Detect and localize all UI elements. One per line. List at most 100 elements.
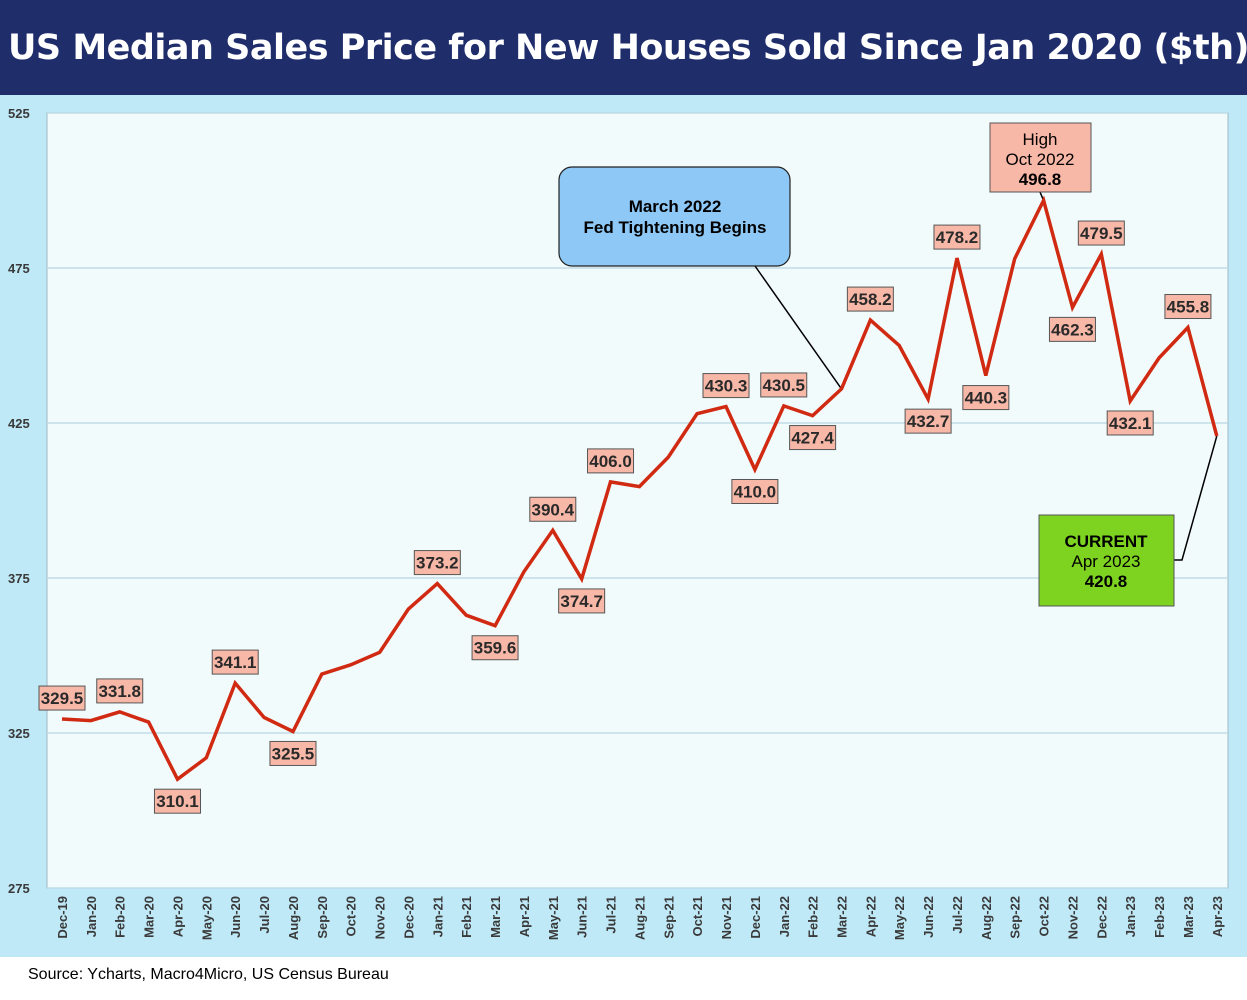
data-label-text: 373.2	[416, 554, 459, 573]
data-label-box	[1106, 410, 1154, 436]
fed-callout-text: March 2022	[629, 197, 722, 216]
data-label-box	[269, 740, 317, 766]
fed-callout: March 2022 Fed Tightening Begins	[558, 166, 791, 267]
current-callout-text: CURRENT	[1064, 532, 1148, 551]
title-bar: US Median Sales Price for New Houses Sol…	[0, 0, 1247, 95]
data-label-text: 440.3	[965, 389, 1008, 408]
x-tick-label: Apr-23	[1210, 896, 1225, 937]
x-tick-label: Aug-21	[632, 896, 647, 940]
data-label-text: 374.7	[560, 592, 603, 611]
x-tick-label: Dec-19	[55, 896, 70, 939]
data-label-box	[96, 678, 144, 704]
current-pointer-line	[1174, 435, 1218, 561]
data-label-box	[38, 685, 86, 711]
data-label-text: 410.0	[734, 483, 777, 502]
x-tick-label: Sep-22	[1008, 896, 1023, 939]
x-tick-label: Aug-22	[979, 896, 994, 940]
data-label: 427.4	[789, 425, 837, 451]
data-label-box	[1048, 316, 1096, 342]
data-label-text: 455.8	[1167, 298, 1210, 317]
x-tick-label: Jul-22	[950, 896, 965, 934]
x-tick-label: Nov-22	[1065, 896, 1080, 939]
data-label-text: 406.0	[589, 452, 632, 471]
chart-title: US Median Sales Price for New Houses Sol…	[8, 28, 1247, 68]
y-tick-label: 375	[8, 571, 30, 586]
x-tick-label: Dec-21	[748, 896, 763, 939]
chart-area: 275 325 375 425 475 525 Dec-19 Jan-20 Feb-20 Mar-…	[0, 95, 1247, 957]
x-tick-label: Feb-20	[113, 896, 128, 938]
x-tick-label: May-20	[199, 896, 214, 940]
x-tick-label: Feb-21	[459, 896, 474, 938]
data-label-box	[413, 550, 461, 576]
data-label: 432.1	[1106, 410, 1154, 436]
x-tick-label: Mar-21	[488, 896, 503, 938]
x-tick-label: Jul-21	[604, 896, 619, 934]
data-label-box	[1077, 220, 1125, 246]
data-label: 430.5	[760, 372, 808, 398]
data-label-box	[962, 385, 1010, 411]
data-label-text: 458.2	[849, 290, 892, 309]
x-tick-label: Sep-20	[315, 896, 330, 939]
data-label: 310.1	[153, 788, 201, 814]
series-line	[61, 195, 1219, 782]
data-label-box	[1164, 294, 1212, 320]
x-tick-label: Apr-20	[170, 896, 185, 937]
x-tick-label: May-22	[892, 896, 907, 940]
data-label-box	[702, 373, 750, 399]
data-label-text: 478.2	[936, 228, 979, 247]
data-label: 341.1	[211, 649, 259, 675]
x-tick-label: Oct-21	[690, 896, 705, 936]
data-label-box	[211, 649, 259, 675]
data-label-box	[587, 448, 635, 474]
data-label-text: 331.8	[98, 682, 141, 701]
data-label-text: 329.5	[41, 689, 84, 708]
x-tick-label: Nov-20	[373, 896, 388, 939]
data-label: 406.0	[587, 448, 635, 474]
high-callout-box	[989, 122, 1092, 193]
data-label-text: 430.5	[762, 376, 805, 395]
x-tick-label: Mar-23	[1181, 896, 1196, 938]
data-label-text: 427.4	[791, 429, 834, 448]
data-label: 329.5	[38, 685, 86, 711]
data-label-box	[471, 635, 519, 661]
x-tick-label: Apr-22	[863, 896, 878, 937]
high-callout-text: Oct 2022	[1006, 150, 1075, 169]
data-label-text: 432.1	[1109, 414, 1152, 433]
data-label: 430.3	[702, 373, 750, 399]
data-label-text: 479.5	[1080, 224, 1123, 243]
x-tick-label: Jun-21	[575, 896, 590, 938]
high-callout-text: 496.8	[1019, 170, 1062, 189]
x-tick-label: Feb-22	[806, 896, 821, 938]
data-label: 462.3	[1048, 316, 1096, 342]
data-label-box	[904, 408, 952, 434]
x-tick-label: Feb-23	[1152, 896, 1167, 938]
x-tick-label: Apr-21	[517, 896, 532, 937]
data-label-text: 462.3	[1051, 320, 1094, 339]
data-label-text: 432.7	[907, 412, 950, 431]
data-label: 331.8	[96, 678, 144, 704]
x-tick-label: Sep-21	[661, 896, 676, 939]
x-tick-label: Mar-20	[142, 896, 157, 938]
x-tick-label: Dec-20	[401, 896, 416, 939]
x-tick-label: Jul-20	[257, 896, 272, 934]
data-label-box	[846, 286, 894, 312]
data-label: 390.4	[529, 496, 577, 522]
y-tick-label: 525	[8, 106, 30, 121]
data-label-box	[153, 788, 201, 814]
data-label-text: 341.1	[214, 653, 257, 672]
current-callout-box	[1038, 514, 1175, 607]
data-label-box	[529, 496, 577, 522]
source-note: Source: Ycharts, Macro4Micro, US Census …	[28, 966, 389, 983]
data-label: 410.0	[731, 479, 779, 504]
x-tick-label: May-21	[546, 896, 561, 940]
line-chart: 275 325 375 425 475 525 Dec-19 Jan-20 Feb-20 Mar-…	[8, 106, 1229, 940]
data-label-text: 359.6	[474, 639, 517, 658]
x-tick-label: Nov-21	[719, 896, 734, 939]
data-label: 455.8	[1164, 294, 1212, 320]
data-label-text: 325.5	[272, 744, 315, 763]
fed-callout-box	[558, 166, 791, 267]
data-label: 478.2	[933, 224, 981, 250]
data-label: 432.7	[904, 408, 952, 434]
